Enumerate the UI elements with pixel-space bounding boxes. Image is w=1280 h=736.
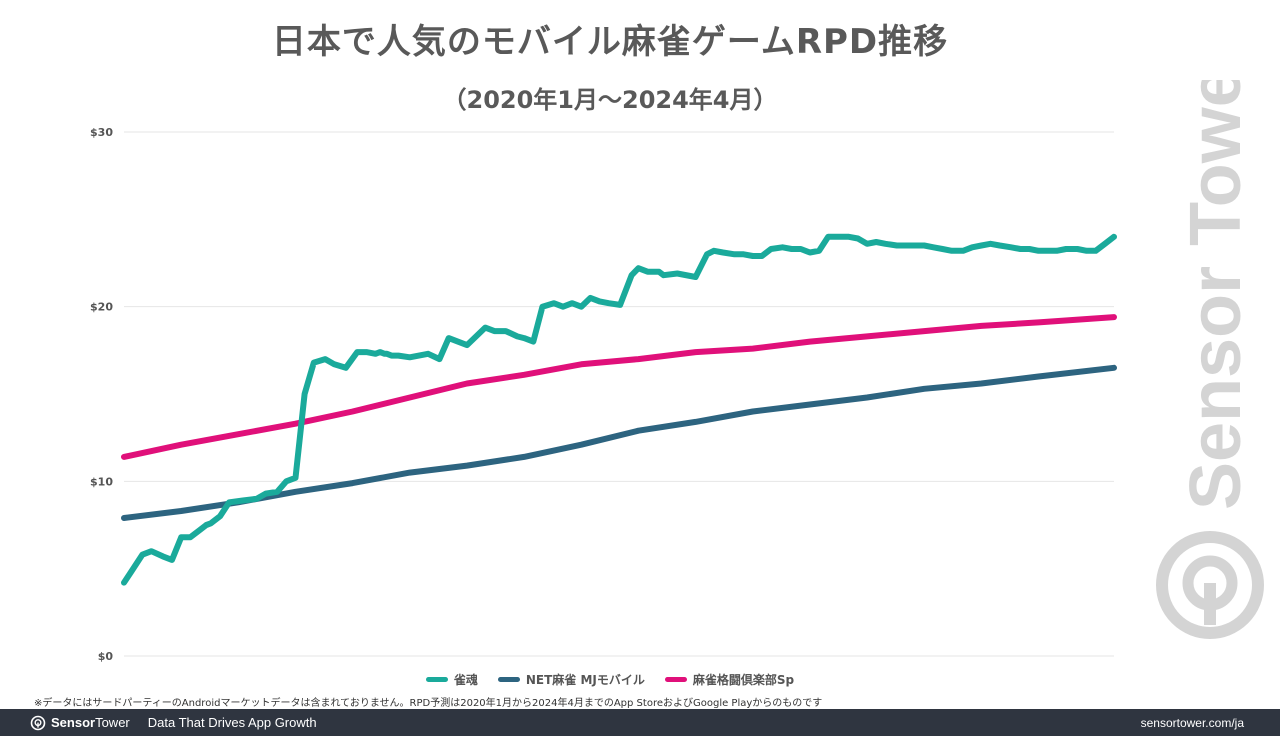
- legend-swatch: [664, 677, 687, 682]
- series-line-2: [121, 314, 1117, 460]
- watermark-text: Sensor Tower: [1176, 80, 1256, 510]
- footer-brand-sensor: Sensor: [51, 715, 96, 730]
- legend-item-net-mahjong: NET麻雀 MJモバイル: [497, 671, 645, 688]
- sensor-tower-logo-icon: [30, 715, 46, 730]
- footnote: ※データにはサードパーティーのAndroidマーケットデータは含まれておりません…: [34, 698, 823, 709]
- footer-bar: Sensor Tower Data That Drives App Growth …: [0, 709, 1280, 736]
- series-layer: [121, 233, 1117, 586]
- grid-layer: [124, 131, 1114, 657]
- y-tick-label: $30: [90, 126, 113, 139]
- legend-item-mahjong-fight-club: 麻雀格闘倶楽部Sp: [664, 671, 795, 688]
- y-tick-label: $10: [90, 475, 113, 488]
- footer-url-link[interactable]: sensortower.com/ja: [1140, 715, 1244, 730]
- footer-tagline: Data That Drives App Growth: [147, 715, 317, 730]
- legend-item-jansoul: 雀魂: [425, 671, 478, 688]
- legend-swatch: [425, 677, 448, 682]
- watermark-logo-icon: [1156, 531, 1264, 639]
- legend-label: 雀魂: [453, 673, 478, 687]
- legend-label: 麻雀格闘倶楽部Sp: [692, 673, 795, 687]
- legend-swatch: [497, 677, 520, 682]
- chart-subtitle: （2020年1月～2024年4月）: [442, 86, 778, 114]
- footer-brand-tower: Tower: [95, 715, 130, 730]
- series-line-1: [121, 364, 1117, 521]
- legend-label: NET麻雀 MJモバイル: [525, 673, 645, 687]
- legend: 雀魂 NET麻雀 MJモバイル 麻雀格闘倶楽部Sp: [0, 671, 1220, 688]
- y-tick-label: $20: [90, 301, 113, 314]
- chart-title: 日本で人気のモバイル麻雀ゲームRPD推移: [271, 22, 949, 62]
- sensor-tower-watermark: Sensor Tower: [1156, 80, 1264, 639]
- footer-logo[interactable]: Sensor Tower: [30, 715, 130, 731]
- y-axis-ticks: $0 $10 $20 $30: [90, 126, 113, 663]
- series-line-0: [121, 233, 1117, 586]
- y-tick-label: $0: [98, 650, 114, 663]
